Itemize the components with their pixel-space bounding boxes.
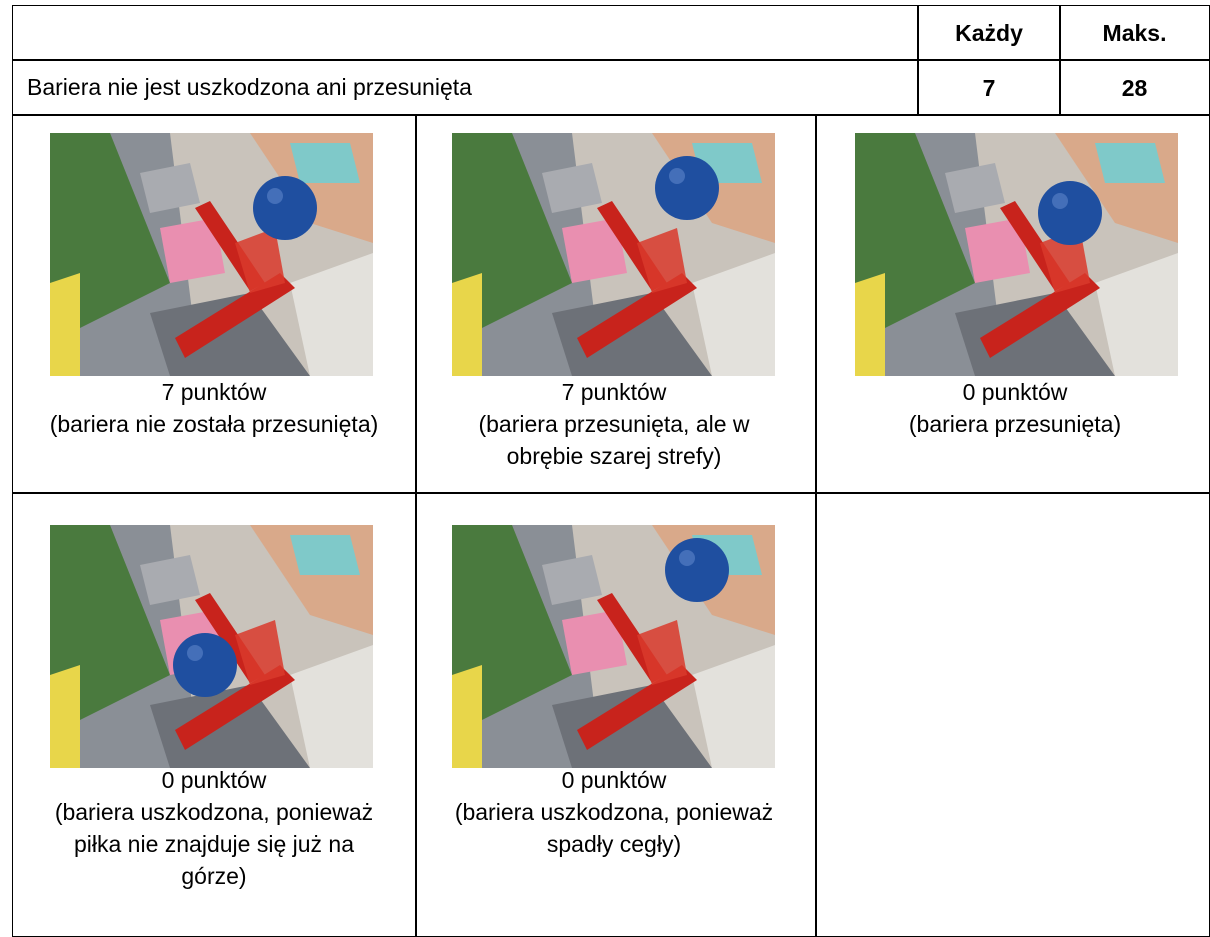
photo — [452, 525, 775, 768]
header-cell: Maks. — [1059, 5, 1210, 61]
row-label-cell: Bariera nie jest uszkodzona ani przesuni… — [12, 59, 919, 116]
header-each: Każdy — [955, 20, 1023, 46]
caption-note: (bariera nie została przesunięta) — [49, 411, 379, 437]
header-max: Maks. — [1102, 20, 1167, 46]
figure-cell — [415, 114, 817, 494]
header-empty-cell — [12, 5, 919, 61]
caption-note: (bariera przesunięta, ale w obrębie szar… — [478, 411, 750, 469]
figure-photo — [452, 133, 775, 381]
header-cell: Każdy — [917, 5, 1061, 61]
caption-points: 0 punktów — [161, 767, 267, 793]
caption-points: 7 punktów — [561, 379, 667, 405]
caption-points: 0 punktów — [561, 767, 667, 793]
figure-cell — [12, 114, 417, 494]
figure-caption: 0 punktów (bariera uszkodzona, ponieważ p… — [44, 764, 384, 892]
row-cell: 7 — [917, 59, 1061, 116]
caption-points: 7 punktów — [161, 379, 267, 405]
figure-caption: 7 punktów (bariera nie została przesunięt… — [44, 376, 384, 440]
photo — [50, 525, 373, 768]
figure-caption: 7 punktów (bariera przesunięta, ale w obr… — [444, 376, 784, 472]
caption-note: (bariera uszkodzona, ponieważ spadły ceg… — [454, 799, 774, 857]
empty-cell — [815, 492, 1210, 937]
row-max: 28 — [1121, 74, 1148, 101]
figure-photo — [50, 133, 373, 381]
caption-points: 0 punktów — [962, 379, 1068, 405]
photo — [452, 133, 775, 376]
row-cell: 28 — [1059, 59, 1210, 116]
caption-note: (bariera uszkodzona, ponieważ piłka nie … — [54, 799, 374, 889]
figure-photo — [855, 133, 1178, 381]
figure-photo — [50, 525, 373, 773]
caption-note: (bariera przesunięta) — [908, 411, 1122, 437]
figure-caption: 0 punktów (bariera uszkodzona, ponieważ s… — [444, 764, 784, 860]
photo — [855, 133, 1178, 376]
row-each: 7 — [982, 74, 996, 101]
figure-caption: 0 punktów (bariera przesunięta) — [845, 376, 1185, 440]
row-label: Bariera nie jest uszkodzona ani przesuni… — [27, 74, 472, 100]
figure-photo — [452, 525, 775, 773]
photo — [50, 133, 373, 376]
